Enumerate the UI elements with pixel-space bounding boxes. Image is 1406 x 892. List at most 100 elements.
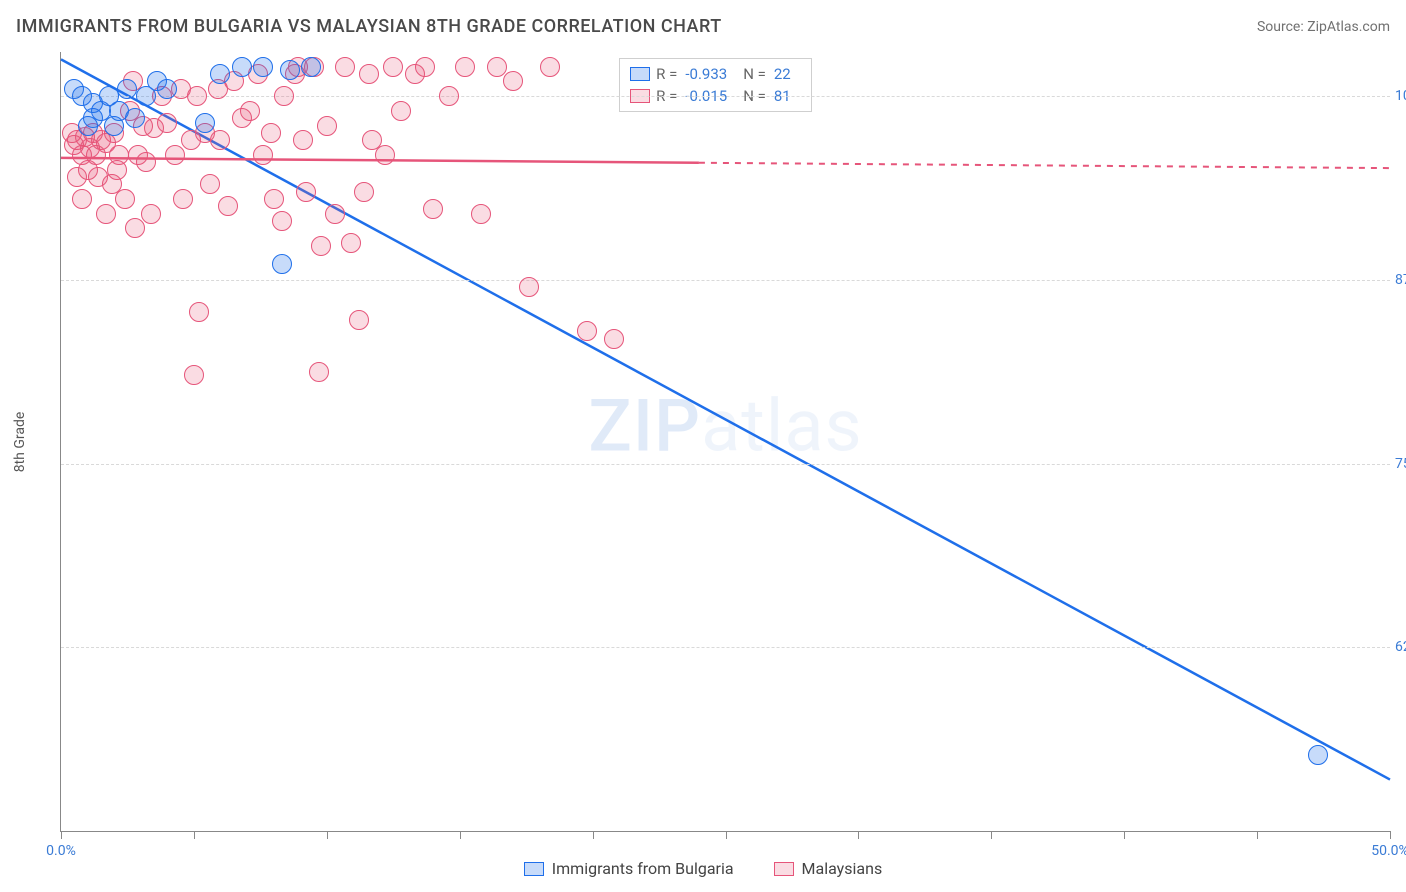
malaysians-point <box>503 71 523 91</box>
legend-label: Immigrants from Bulgaria <box>552 859 734 878</box>
y-tick-label: 87.5% <box>1395 272 1406 288</box>
bulgaria-point <box>1308 745 1328 765</box>
y-axis-label: 8th Grade <box>12 412 28 473</box>
legend-label: Malaysians <box>802 859 883 878</box>
malaysians-point <box>341 233 361 253</box>
source-label: Source: ZipAtlas.com <box>1257 19 1390 35</box>
malaysians-point <box>200 174 220 194</box>
swatch-blue-icon <box>524 862 544 876</box>
x-tick <box>726 831 727 839</box>
malaysians-point <box>173 189 193 209</box>
malaysians-point <box>325 204 345 224</box>
malaysians-point <box>391 101 411 121</box>
n-label: N = <box>743 63 766 85</box>
malaysians-point <box>423 199 443 219</box>
malaysians-point <box>604 329 624 349</box>
bulgaria-point <box>272 254 292 274</box>
bulgaria-point <box>253 57 273 77</box>
malaysians-point <box>136 152 156 172</box>
x-tick <box>194 831 195 839</box>
blue-swatch-icon <box>630 67 650 81</box>
malaysians-point <box>349 310 369 330</box>
malaysians-point <box>519 277 539 297</box>
r-value: -0.933 <box>685 63 727 85</box>
x-tick <box>1257 831 1258 839</box>
malaysians-point <box>383 57 403 77</box>
x-tick <box>460 831 461 839</box>
bulgaria-point <box>210 64 230 84</box>
stats-legend: R =-0.933N =22R =-0.015N =81 <box>619 58 812 112</box>
malaysians-point <box>253 145 273 165</box>
malaysians-fit-line-dashed <box>699 163 1390 168</box>
stats-row: R = -0.933 N = 22 <box>630 63 801 85</box>
malaysians-point <box>165 145 185 165</box>
malaysians-point <box>96 204 116 224</box>
malaysians-point <box>455 57 475 77</box>
x-tick <box>1390 831 1391 839</box>
r-label: R = <box>656 63 677 85</box>
malaysians-point <box>309 362 329 382</box>
x-tick <box>858 831 859 839</box>
malaysians-point <box>359 64 379 84</box>
bulgaria-point <box>104 116 124 136</box>
malaysians-point <box>261 123 281 143</box>
malaysians-point <box>317 116 337 136</box>
malaysians-point <box>67 167 87 187</box>
malaysians-point <box>240 101 260 121</box>
malaysians-point <box>115 189 135 209</box>
x-tick <box>327 831 328 839</box>
gridline <box>61 647 1390 648</box>
malaysians-point <box>415 57 435 77</box>
malaysians-point <box>157 113 177 133</box>
malaysians-point <box>487 57 507 77</box>
malaysians-point <box>375 145 395 165</box>
malaysians-point <box>125 218 145 238</box>
gridline <box>61 96 1390 97</box>
bulgaria-point <box>195 113 215 133</box>
x-tick-label: 50.0% <box>1371 843 1406 859</box>
malaysians-point <box>439 86 459 106</box>
bulgaria-point <box>147 71 167 91</box>
bulgaria-point <box>232 57 252 77</box>
malaysians-point <box>335 57 355 77</box>
malaysians-point <box>274 86 294 106</box>
bulgaria-point <box>117 79 137 99</box>
malaysians-point <box>471 204 491 224</box>
x-tick <box>593 831 594 839</box>
gridline <box>61 280 1390 281</box>
malaysians-point <box>264 189 284 209</box>
malaysians-point <box>210 130 230 150</box>
bottom-legend: Immigrants from Bulgaria Malaysians <box>0 859 1406 878</box>
x-tick <box>991 831 992 839</box>
y-tick-label: 100.0% <box>1395 88 1406 104</box>
legend-item-bulgaria: Immigrants from Bulgaria <box>524 859 734 878</box>
malaysians-point <box>184 365 204 385</box>
x-tick <box>1124 831 1125 839</box>
malaysians-point <box>354 182 374 202</box>
malaysians-point <box>272 211 292 231</box>
chart-title: IMMIGRANTS FROM BULGARIA VS MALAYSIAN 8T… <box>16 16 722 37</box>
malaysians-point <box>540 57 560 77</box>
gridline <box>61 464 1390 465</box>
malaysians-point <box>311 236 331 256</box>
malaysians-point <box>296 182 316 202</box>
malaysians-point <box>577 321 597 341</box>
swatch-pink-icon <box>774 862 794 876</box>
bulgaria-fit-line <box>61 59 1390 779</box>
malaysians-point <box>189 302 209 322</box>
chart-area: ZIPatlas R =-0.933N =22R =-0.015N =81 62… <box>60 52 1390 832</box>
bulgaria-point <box>301 57 321 77</box>
malaysians-point <box>72 189 92 209</box>
x-tick <box>61 831 62 839</box>
y-tick-label: 75.0% <box>1395 456 1406 472</box>
malaysians-point <box>141 204 161 224</box>
malaysians-point <box>293 130 313 150</box>
n-value: 22 <box>774 63 791 85</box>
plot-region: ZIPatlas R =-0.933N =22R =-0.015N =81 62… <box>60 52 1390 832</box>
y-tick-label: 62.5% <box>1395 639 1406 655</box>
bulgaria-point <box>280 60 300 80</box>
legend-item-malaysians: Malaysians <box>774 859 883 878</box>
bulgaria-point <box>125 108 145 128</box>
regression-lines <box>61 52 1390 831</box>
malaysians-point <box>187 86 207 106</box>
